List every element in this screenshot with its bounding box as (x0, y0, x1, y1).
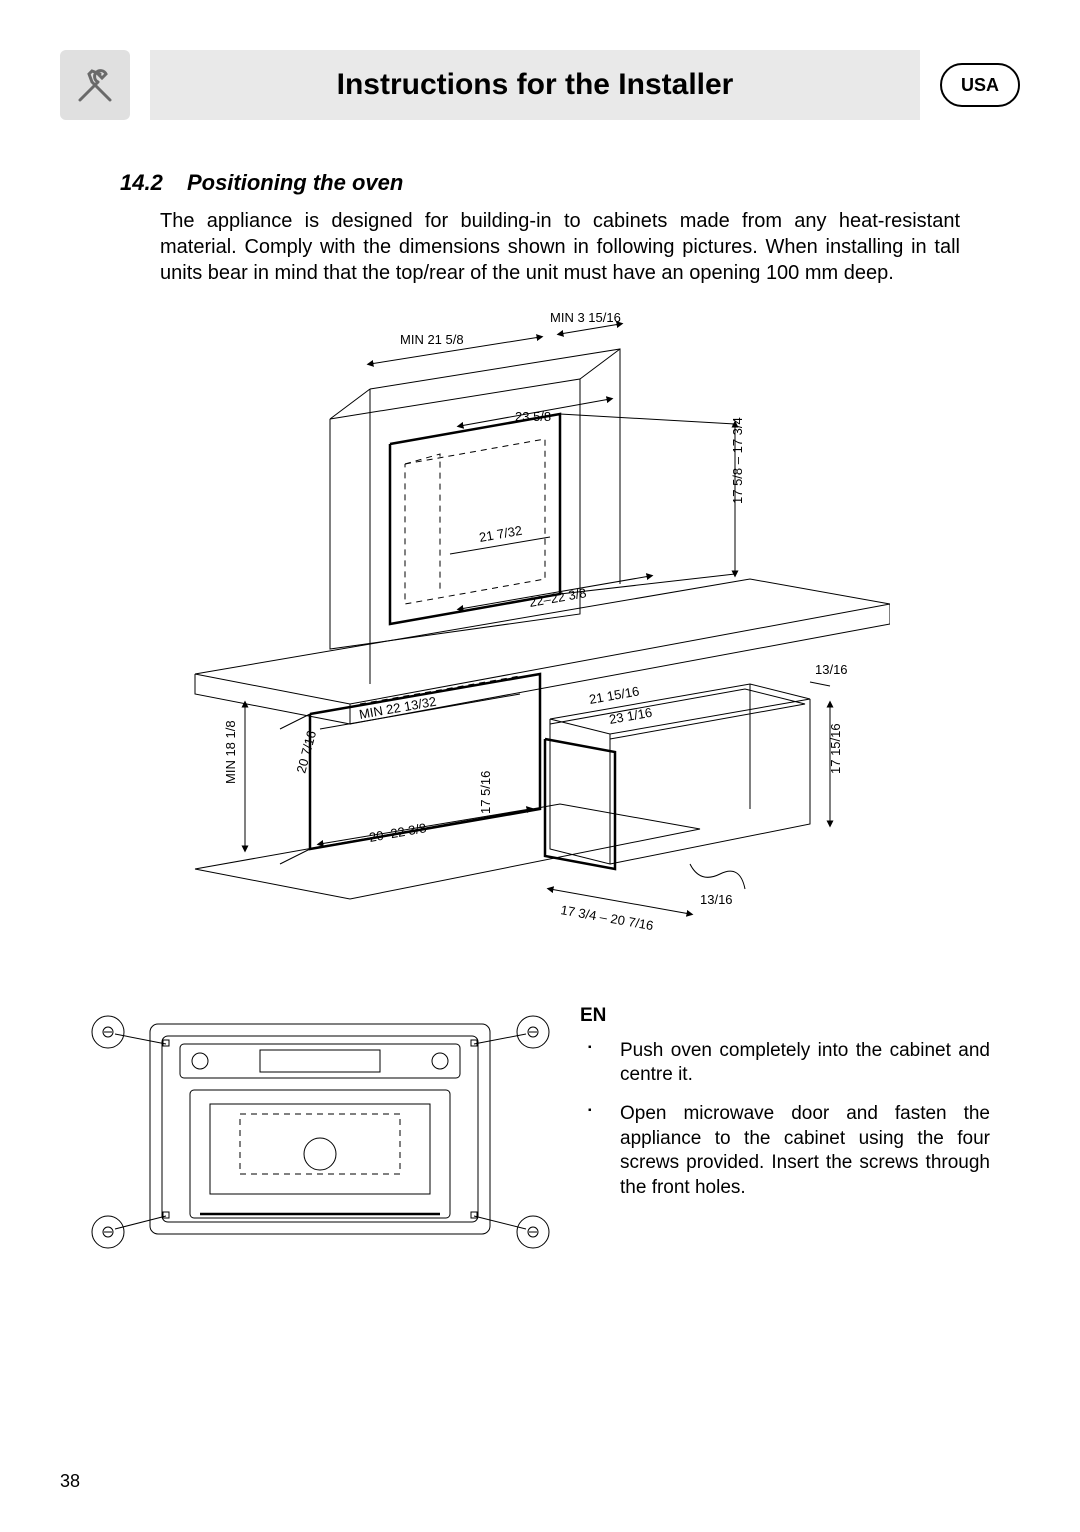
instruction-list: Push oven completely into the cabinet an… (580, 1039, 990, 1201)
dim-top-rear-gap: MIN 3 15/16 (550, 310, 621, 325)
list-item-text: Open microwave door and fasten the appli… (620, 1103, 990, 1198)
section-heading: 14.2 Positioning the oven (120, 170, 960, 196)
page-title: Instructions for the Installer (337, 68, 734, 102)
oven-front-diagram (90, 1004, 550, 1264)
dim-cavity-depth: 21 7/32 (478, 523, 523, 545)
dim-top-depth: MIN 21 5/8 (400, 332, 464, 347)
section-paragraph: The appliance is designed for building-i… (160, 208, 960, 286)
lang-label: EN (580, 1004, 990, 1029)
section-title: Positioning the oven (187, 170, 403, 195)
dim-cavity-height: 17 5/8 – 17 3/4 (730, 417, 745, 504)
cutout-diagram: MIN 3 15/16 MIN 21 5/8 23 5/8 17 5/8 – 1… (190, 304, 890, 964)
lower-row: EN Push oven completely into the cabinet… (60, 1004, 1020, 1264)
list-item-text: Push oven completely into the cabinet an… (620, 1040, 990, 1086)
dim-oven-display-width: 21 15/16 (588, 683, 640, 707)
dim-cable-note: 13/16 (700, 892, 733, 907)
dim-oven-foot-depth: 17 3/4 – 20 7/16 (559, 902, 654, 933)
dim-cavity-width: 23 5/8 (515, 409, 551, 424)
page-number: 38 (60, 1471, 80, 1492)
region-badge: USA (940, 63, 1020, 107)
dim-uc-height: 20 7/16 (293, 729, 319, 775)
dim-uc-min-height: MIN 18 1/8 (223, 720, 238, 784)
region-badge-text: USA (961, 75, 999, 96)
dim-oven-top-offset: 13/16 (815, 662, 848, 677)
page-title-strip: Instructions for the Installer (150, 50, 920, 120)
section-number: 14.2 (120, 170, 163, 195)
dim-oven-height: 17 15/16 (828, 723, 843, 774)
header-band: Instructions for the Installer USA (60, 40, 1020, 130)
dim-oven-body-depth: 17 5/16 (478, 771, 493, 814)
tools-icon (60, 50, 130, 120)
page: Instructions for the Installer USA 14.2 … (0, 0, 1080, 1532)
section: 14.2 Positioning the oven The appliance … (60, 170, 1020, 286)
list-item: Push oven completely into the cabinet an… (580, 1039, 990, 1088)
list-item: Open microwave door and fasten the appli… (580, 1102, 990, 1201)
instruction-block: EN Push oven completely into the cabinet… (580, 1004, 990, 1215)
dim-unit-width: 22–22 3/8 (528, 585, 588, 610)
